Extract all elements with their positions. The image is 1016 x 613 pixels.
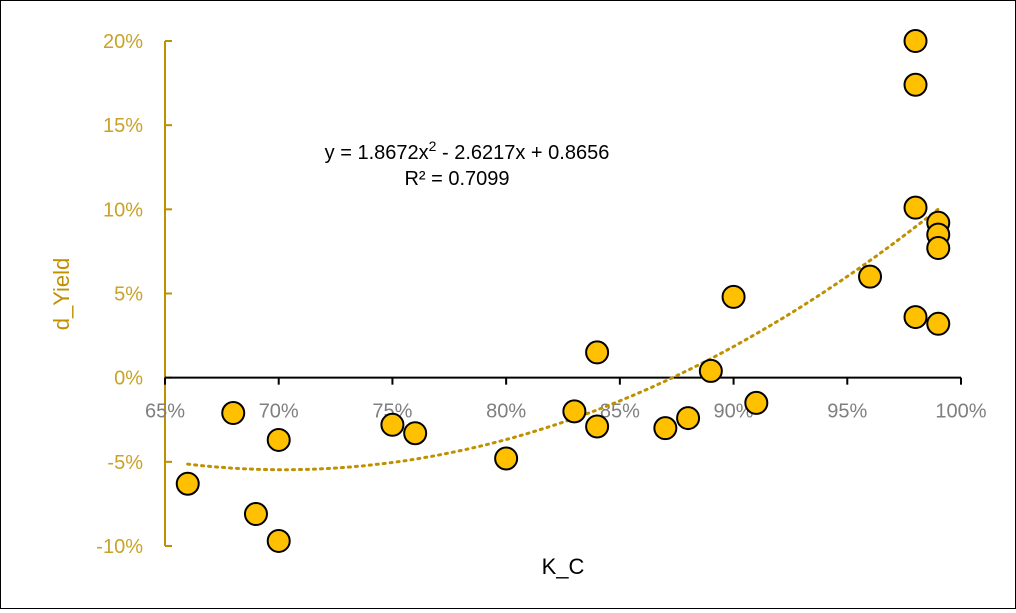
data-point — [903, 29, 928, 53]
y-tick-label: 10% — [103, 199, 143, 221]
x-tick-label: 90% — [714, 401, 754, 423]
y-tick-label: -5% — [107, 452, 143, 474]
data-point — [926, 236, 951, 261]
axes-group: -10% -5% 0% 5% 10% 15% 20% 65% 70% 75% 80% 85% 90% 95… — [96, 31, 986, 558]
data-point — [903, 305, 928, 330]
data-point — [585, 340, 610, 365]
x-tick-label: 95% — [827, 401, 867, 423]
data-point — [698, 358, 723, 383]
r-squared-label: R² = 0.7099 — [404, 168, 509, 190]
data-point — [903, 72, 928, 97]
data-point — [585, 414, 610, 439]
points-group — [175, 29, 951, 553]
data-point — [858, 264, 883, 289]
trendline-equation: y = 1.8672x2 - 2.6217x + 0.8656 — [325, 138, 610, 164]
data-point — [403, 421, 428, 446]
x-tick-label: 85% — [600, 401, 640, 423]
data-point — [266, 427, 291, 452]
data-point — [243, 502, 268, 527]
trendline-group — [186, 207, 940, 472]
data-point — [380, 412, 405, 437]
data-point — [221, 401, 246, 426]
data-point — [926, 311, 951, 336]
labels-group: y = 1.8672x2 - 2.6217x + 0.8656 R² = 0.7… — [49, 138, 609, 579]
y-axis-title: d_Yield — [49, 258, 74, 331]
y-tick-label: 15% — [103, 115, 143, 137]
x-axis-title: K_C — [542, 554, 585, 579]
data-point — [903, 195, 928, 220]
data-point — [494, 446, 519, 471]
y-tick-label: 0% — [114, 368, 143, 390]
y-tick-label: 20% — [103, 31, 143, 53]
x-tick-label: 80% — [486, 401, 526, 423]
trendline — [186, 207, 940, 472]
data-point — [266, 528, 291, 553]
x-tick-label: 70% — [259, 401, 299, 423]
y-tick-label: -10% — [96, 536, 143, 558]
data-point — [175, 471, 200, 496]
x-tick-label: 100% — [935, 401, 986, 423]
data-point — [744, 390, 769, 415]
data-point — [562, 399, 587, 424]
x-tick-label: 65% — [145, 401, 185, 423]
data-point — [676, 406, 701, 431]
data-point — [653, 416, 678, 441]
y-tick-label: 5% — [114, 284, 143, 306]
data-point — [721, 284, 746, 309]
x-tick-label: 75% — [372, 401, 412, 423]
